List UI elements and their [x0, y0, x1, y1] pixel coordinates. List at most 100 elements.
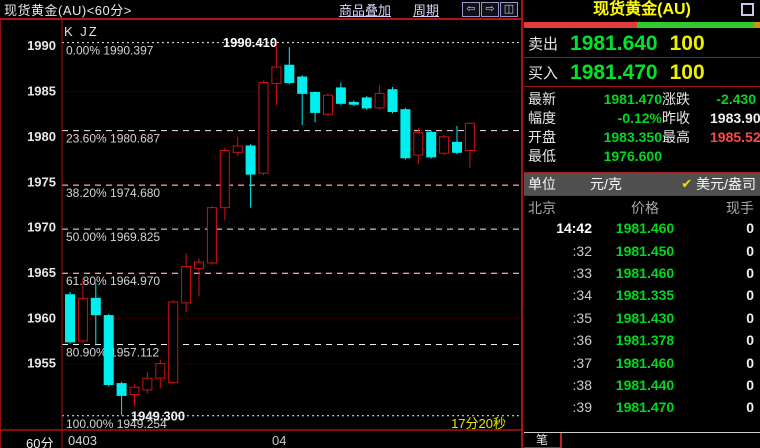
- fib-label: 100.00% 1949.254: [66, 417, 167, 431]
- x-label-start: 0403: [68, 433, 97, 448]
- bar-sell-segment: [524, 22, 638, 28]
- prev-arrow-icon[interactable]: ⇦: [462, 1, 480, 17]
- candle-down: [284, 64, 295, 83]
- candle-up: [258, 81, 269, 174]
- quote-panel: 现货黄金(AU) 卖出 1981.640 100 买入 1981.470 100…: [524, 0, 760, 448]
- candlestick-chart: 0.00% 1990.397 23.60% 1980.687 38.20% 1974…: [0, 20, 521, 448]
- y-axis-label: 1955: [27, 356, 56, 371]
- tick-volume: 0: [746, 242, 754, 259]
- stats-cell: 1983.350: [603, 129, 662, 145]
- unit-ounce-label: 美元/盎司: [696, 176, 756, 192]
- unit-row: 单位 元/克 ✔ 美元/盎司: [524, 172, 760, 196]
- check-icon: ✔: [681, 176, 693, 191]
- y-axis-label: 1975: [27, 174, 56, 189]
- y-axis-label: 1960: [27, 310, 56, 325]
- candle-down: [348, 101, 359, 105]
- candle-countdown: 17分20秒: [451, 416, 506, 431]
- buy-quote-row: 买入 1981.470 100: [524, 59, 760, 87]
- tick-volume: 0: [746, 309, 754, 326]
- stats-cell: 涨跌: [662, 91, 690, 107]
- overlay-menu[interactable]: 商品叠加: [338, 2, 391, 18]
- instrument-title: 现货黄金(AU): [593, 1, 691, 18]
- unit-label: 单位: [528, 176, 556, 192]
- chart-header: 现货黄金(AU)<60分> 商品叠加 周期 ⇦ ⇨ ◫: [0, 0, 522, 20]
- tick-price: 1981.460: [615, 354, 675, 371]
- y-axis-label: 1990: [27, 38, 56, 53]
- candle-down: [335, 87, 346, 104]
- tick-row: :33 1981.460 0: [524, 262, 760, 284]
- col-time: 北京: [528, 200, 556, 216]
- stats-cell: 1976.600: [603, 148, 662, 164]
- tick-price: 1981.430: [615, 309, 675, 326]
- tab-tick[interactable]: 笔: [524, 433, 562, 448]
- candle-up: [181, 266, 192, 304]
- candle-down: [426, 131, 437, 158]
- tick-price: 1981.460: [615, 220, 675, 237]
- chart-title: 现货黄金(AU)<60分>: [4, 2, 132, 18]
- period-badge: 60分: [26, 436, 54, 448]
- candle-down: [297, 76, 308, 94]
- panel-divider[interactable]: [521, 0, 523, 448]
- tick-volume: 0: [746, 376, 754, 393]
- tick-price: 1981.470: [615, 399, 675, 416]
- candle-up: [464, 122, 475, 152]
- tick-price: 1981.378: [615, 332, 675, 349]
- candle-up: [439, 136, 450, 154]
- tick-row: 14:42 1981.460 0: [524, 217, 760, 239]
- tick-time: 14:42: [556, 220, 592, 237]
- unit-option-gram[interactable]: 元/克: [590, 176, 622, 192]
- high-marker: 1990.410: [223, 35, 277, 50]
- tick-row: :37 1981.460 0: [524, 351, 760, 373]
- tick-time: :34: [572, 287, 592, 304]
- x-label-mid: 04: [272, 433, 287, 448]
- buy-price: 1981.470: [570, 60, 658, 84]
- candle-down: [361, 97, 372, 109]
- tick-volume: 0: [746, 264, 754, 281]
- tick-table-header: 北京 价格 现手: [524, 198, 760, 217]
- y-axis-label: 1965: [27, 265, 56, 280]
- tick-time: :39: [572, 399, 592, 416]
- tick-price: 1981.460: [615, 264, 675, 281]
- candle-down: [245, 145, 256, 175]
- maximize-icon[interactable]: [741, 3, 754, 16]
- stats-cell: 幅度: [528, 110, 556, 126]
- period-menu[interactable]: 周期: [412, 2, 439, 18]
- tick-volume: 0: [746, 220, 754, 237]
- bar-tip-segment: [754, 22, 760, 28]
- unit-option-ounce[interactable]: ✔ 美元/盎司: [681, 174, 756, 194]
- tick-volume: 0: [746, 287, 754, 304]
- stats-cell: 最新: [528, 91, 556, 107]
- tick-price: 1981.440: [615, 376, 675, 393]
- panel-bottom-bar: 笔: [524, 432, 760, 448]
- tick-table: 14:42 1981.460 0:32 1981.450 0:33 1981.460 0:3…: [524, 217, 760, 419]
- next-arrow-icon[interactable]: ⇨: [481, 1, 499, 17]
- y-axis-label: 1985: [27, 84, 56, 99]
- tick-volume: 0: [746, 399, 754, 416]
- toolbar-icons: ⇦ ⇨ ◫: [461, 1, 518, 17]
- candle-down: [400, 109, 411, 159]
- stats-row: 最新 1981.470 涨跌 -2.430: [524, 89, 760, 108]
- candle-down: [103, 315, 114, 386]
- stats-cell: 1985.520: [710, 129, 760, 145]
- stats-cell: -0.12%: [617, 110, 662, 126]
- tick-price: 1981.450: [615, 242, 675, 259]
- stats-cell: 昨收: [662, 110, 690, 126]
- sell-price: 1981.640: [570, 31, 658, 55]
- fib-label: 50.00% 1969.825: [66, 230, 160, 244]
- split-window-icon[interactable]: ◫: [500, 1, 518, 17]
- chart-region: 0.00% 1990.397 23.60% 1980.687 38.20% 1974…: [0, 0, 522, 448]
- buy-sell-strength-bar: [524, 22, 760, 28]
- candle-up: [271, 66, 282, 84]
- candle-up: [77, 297, 88, 342]
- candle-up: [374, 92, 385, 109]
- stats-cell: 1981.470: [603, 91, 662, 107]
- candle-down: [90, 297, 101, 316]
- tick-time: :32: [572, 242, 592, 259]
- tick-row: :36 1981.378 0: [524, 329, 760, 351]
- fib-label: 23.60% 1980.687: [66, 132, 160, 146]
- x-axis: 60分 0403 04: [0, 430, 522, 448]
- indicator-label: K JZ: [64, 24, 99, 39]
- buy-label: 买入: [528, 65, 559, 82]
